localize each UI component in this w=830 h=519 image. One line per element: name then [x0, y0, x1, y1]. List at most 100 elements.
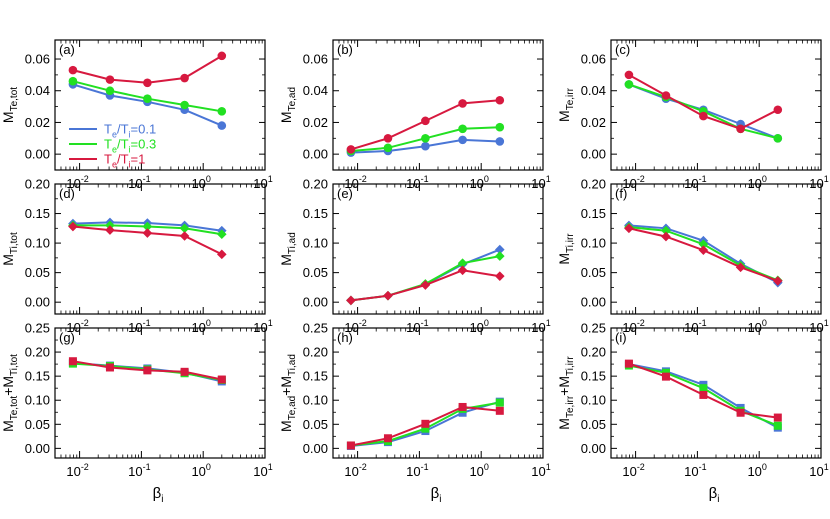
data-point — [495, 398, 504, 407]
legend: Te/Ti=0.1Te/Ti=0.3Te/Ti=1 — [69, 122, 156, 170]
y-tick-label: 0.20 — [581, 345, 606, 360]
data-point — [179, 223, 190, 234]
ylabel-main: M — [0, 420, 16, 432]
ylabel-main: M — [556, 110, 572, 122]
data-point — [773, 105, 783, 115]
x-tick-base: 10 — [344, 464, 358, 479]
x-tick-label: 100 — [191, 174, 210, 191]
data-point — [346, 145, 356, 154]
ylabel-sub: Te,tot — [9, 87, 20, 112]
y-tick-label: 0.05 — [581, 265, 606, 280]
data-point — [736, 408, 745, 417]
y-tick-label: 0.04 — [581, 83, 606, 98]
x-tick-exp: 1 — [268, 462, 273, 472]
data-point — [346, 441, 355, 450]
y-axis-label: MTi,ad — [278, 232, 298, 266]
data-point — [458, 402, 467, 411]
y-axis-label: MTi,tot — [0, 232, 20, 266]
x-tick-exp: 0 — [762, 318, 767, 328]
y-tick-label: 0.05 — [25, 417, 50, 432]
x-tick-label: 101 — [253, 318, 272, 335]
data-point — [68, 357, 77, 366]
x-tick-exp: 1 — [824, 318, 829, 328]
x-tick-label: 100 — [469, 318, 488, 335]
data-point — [68, 76, 78, 86]
data-point — [105, 75, 115, 84]
plot-frame — [332, 183, 544, 315]
y-tick-label: 0.02 — [581, 115, 606, 130]
y-tick-label: 0.04 — [303, 83, 328, 98]
ylabel-main: M — [0, 111, 16, 123]
y-tick-label: 0.06 — [303, 52, 328, 67]
x-tick-exp: 0 — [484, 174, 489, 184]
y-axis-label: MTi,irr — [556, 233, 576, 265]
legend-sub: e — [112, 160, 117, 170]
data-point — [421, 141, 430, 151]
y-tick-label: 0.00 — [581, 147, 606, 162]
data-point — [773, 421, 782, 430]
x-tick-label: 101 — [253, 174, 272, 191]
data-point — [661, 372, 670, 381]
x-tick-base: 10 — [191, 464, 205, 479]
data-point — [495, 95, 505, 105]
ylabel-sub: Ti,irr — [565, 233, 576, 253]
y-axis-label: MTe,tot+MTi,tot — [0, 354, 20, 432]
x-tick-exp: 1 — [546, 462, 551, 472]
y-tick-label: 0.05 — [303, 417, 328, 432]
data-point — [421, 419, 430, 428]
data-point — [661, 91, 671, 100]
y-tick-label: 0.02 — [303, 115, 328, 130]
x-tick-exp: 1 — [546, 318, 551, 328]
x-tick-label: 10-1 — [406, 462, 428, 479]
y-tick-label: 0.25 — [25, 321, 50, 336]
x-tick-label: 101 — [809, 174, 828, 191]
x-tick-label: 101 — [253, 462, 272, 479]
legend-sub: i — [129, 160, 131, 170]
x-tick-base: 10 — [469, 464, 483, 479]
panel-label: (i) — [615, 330, 627, 345]
y-tick-label: 0.15 — [581, 206, 606, 221]
y-tick-label: 0.05 — [303, 265, 328, 280]
panel-label: (b) — [337, 42, 353, 57]
y-tick-label: 0.00 — [25, 147, 50, 162]
x-tick-exp: 0 — [206, 462, 211, 472]
data-point — [142, 221, 153, 232]
y-tick-label: 0.00 — [303, 295, 328, 310]
x-tick-label: 100 — [469, 462, 488, 479]
ylabel-plus: +M — [556, 376, 572, 396]
x-tick-exp: -2 — [637, 318, 645, 328]
x-tick-label: 10-1 — [128, 174, 150, 191]
y-tick-label: 0.05 — [581, 417, 606, 432]
x-tick-exp: -2 — [81, 462, 89, 472]
x-tick-exp: -1 — [421, 462, 429, 472]
y-tick-label: 0.06 — [581, 52, 606, 67]
x-tick-exp: -1 — [699, 318, 707, 328]
panel-label: (c) — [615, 42, 630, 57]
data-point — [68, 221, 78, 232]
data-point — [699, 384, 708, 393]
y-axis-label: MTe,ad — [278, 87, 298, 123]
x-tick-label: 10-1 — [684, 318, 706, 335]
data-point — [773, 133, 783, 143]
data-point — [143, 78, 152, 88]
ylabel-sub2: Ti,tot — [9, 354, 20, 376]
data-point — [698, 239, 709, 250]
x-tick-label: 101 — [531, 462, 550, 479]
x-axis-label: βi — [709, 485, 720, 505]
legend-text: =1 — [131, 152, 146, 167]
x-tick-base: 10 — [809, 464, 823, 479]
x-tick-label: 100 — [191, 462, 210, 479]
data-point — [143, 94, 152, 103]
y-tick-label: 0.25 — [303, 321, 328, 336]
ylabel-plus: +M — [278, 376, 294, 396]
ylabel-main: M — [278, 420, 294, 432]
panel-label: (g) — [59, 330, 75, 345]
data-point — [68, 65, 78, 75]
legend-label: Te/Ti=0.3 — [104, 137, 156, 155]
plot-frame — [610, 39, 822, 171]
data-point — [735, 262, 746, 273]
